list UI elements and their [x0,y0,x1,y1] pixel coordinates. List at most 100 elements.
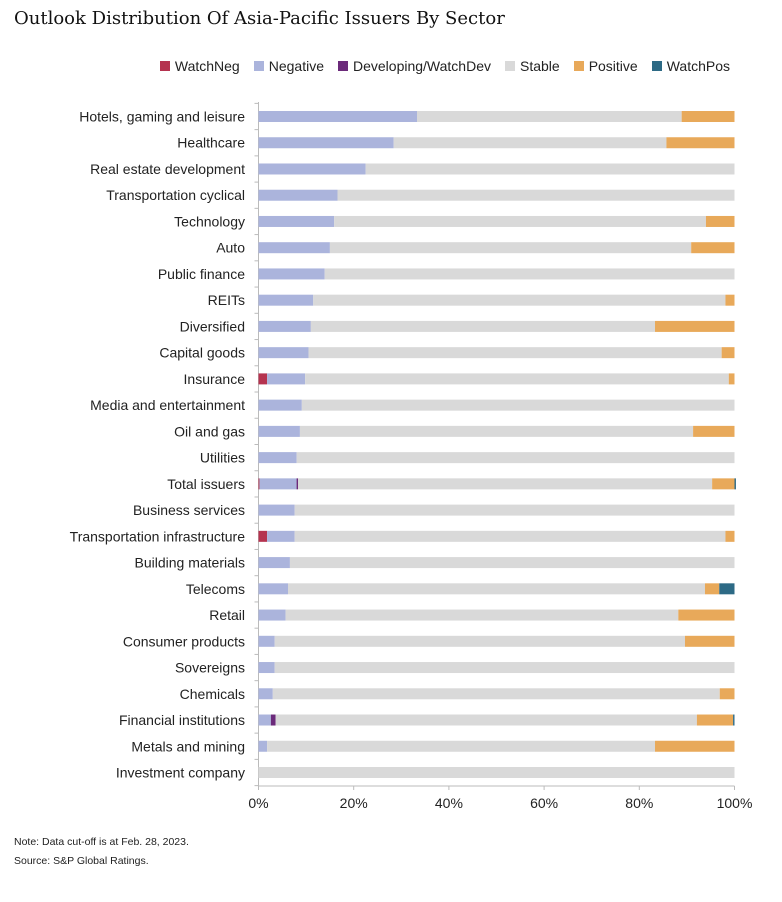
legend-swatch [573,61,584,71]
bar-segment-developing-watchdev [296,478,299,490]
category-label: Telecoms [186,581,245,597]
bar-segment-positive [681,111,735,122]
category-label: Transportation infrastructure [70,528,246,544]
category-label: Transportation cyclical [106,187,245,203]
bar-segment-positive [719,688,735,700]
legend-item: Developing/WatchDev [337,58,491,74]
category-label: Healthcare [177,135,245,151]
category-label: Utilities [200,450,245,466]
legend-swatch [159,61,170,71]
x-tick-label: 100% [717,795,753,811]
bar-segment-stable [274,635,685,647]
bar-segment-negative [267,530,295,542]
bar-segment-stable [365,163,735,175]
legend-label: WatchNeg [174,58,240,74]
bar-segment-negative [258,504,295,516]
legend-label: Stable [519,58,560,74]
bar-segment-positive [725,530,735,542]
source-text: Source: S&P Global Ratings. [14,855,149,867]
legend-label: Negative [268,58,324,74]
category-label: Consumer products [123,633,245,649]
bar-segment-stable [301,399,735,411]
legend-item: WatchPos [651,58,730,74]
category-label: Building materials [135,555,246,571]
bar-segment-negative [258,635,275,647]
bar-segment-negative [258,399,302,411]
bar-segment-stable [329,242,692,254]
bar-segment-stable [267,740,656,752]
bar-segment-positive [705,215,735,227]
bar-segment-positive [696,714,734,726]
bar-segment-positive [693,425,735,437]
category-label: Diversified [180,318,245,334]
bar-segment-negative [258,347,309,359]
legend-label: WatchPos [666,58,730,74]
bar-segment-positive [704,583,720,595]
bar-segment-stable [308,347,722,359]
bar-segment-positive [721,347,735,359]
category-label: Media and entertainment [90,397,245,413]
legend-item: Positive [573,58,638,74]
category-label: Total issuers [167,476,245,492]
bar-segment-stable [310,320,656,332]
bar-segment-watchneg [258,373,268,385]
bar-segment-stable [337,189,735,201]
bar-segment-positive [725,294,735,306]
bar-segment-negative [258,714,271,726]
category-label: Investment company [116,765,245,781]
bar-segment-positive [678,609,735,621]
x-tick-label: 40% [435,795,463,811]
bar-segment-stable [305,373,729,385]
bar-segment-negative [258,137,394,149]
bar-segment-stable [313,294,726,306]
bar-segment-positive [666,137,735,149]
bar-segment-negative [258,740,268,752]
bar-segment-negative [258,189,338,201]
x-tick-label: 20% [340,795,368,811]
bar-segment-stable [275,714,697,726]
legend-label: Positive [588,58,638,74]
bar-segment-negative [258,583,289,595]
category-label: Capital goods [159,345,245,361]
bar-segment-stable [417,111,682,122]
bar-segment-stable [296,452,735,464]
category-label: Chemicals [180,686,245,702]
x-tick-label: 80% [625,795,653,811]
bar-segment-negative [258,662,275,674]
bar-segment-stable [299,425,694,437]
bar-segment-stable [288,583,705,595]
bar-segment-stable [324,268,735,280]
bar-segment-positive [655,740,735,752]
bar-segment-stable [334,215,706,227]
category-label: Metals and mining [131,738,245,754]
legend-swatch [337,61,348,71]
bar-segment-negative [258,111,418,122]
bar-segment-negative [258,609,286,621]
bar-segment-positive [691,242,735,254]
bar-segment-negative [258,688,273,700]
category-label: Public finance [158,266,245,282]
x-tick-label: 0% [248,795,268,811]
bar-segment-stable [258,767,735,778]
bar-segment-negative [258,215,335,227]
bar-segment-negative [258,557,290,569]
legend-label: Developing/WatchDev [352,58,491,74]
bar-segment-negative [258,163,366,175]
chart-title: Outlook Distribution Of Asia-Pacific Iss… [14,8,505,29]
x-tick-label: 60% [530,795,558,811]
category-label: Retail [209,607,245,623]
legend-item: Stable [504,58,560,74]
category-label: Auto [216,240,245,256]
category-label: Oil and gas [174,423,245,439]
legend: WatchNeg Negative Developing/WatchDev Stabl… [159,58,730,74]
legend-item: WatchNeg [159,58,240,74]
category-label: REITs [208,292,245,308]
category-label: Technology [174,213,245,229]
bar-segment-negative [258,425,300,437]
bar-segment-negative [258,320,311,332]
bar-segment-watchneg [258,530,268,542]
bar-segment-negative [259,478,297,490]
bar-segment-stable [393,137,667,149]
category-label: Sovereigns [175,660,245,676]
legend-swatch [253,61,264,71]
